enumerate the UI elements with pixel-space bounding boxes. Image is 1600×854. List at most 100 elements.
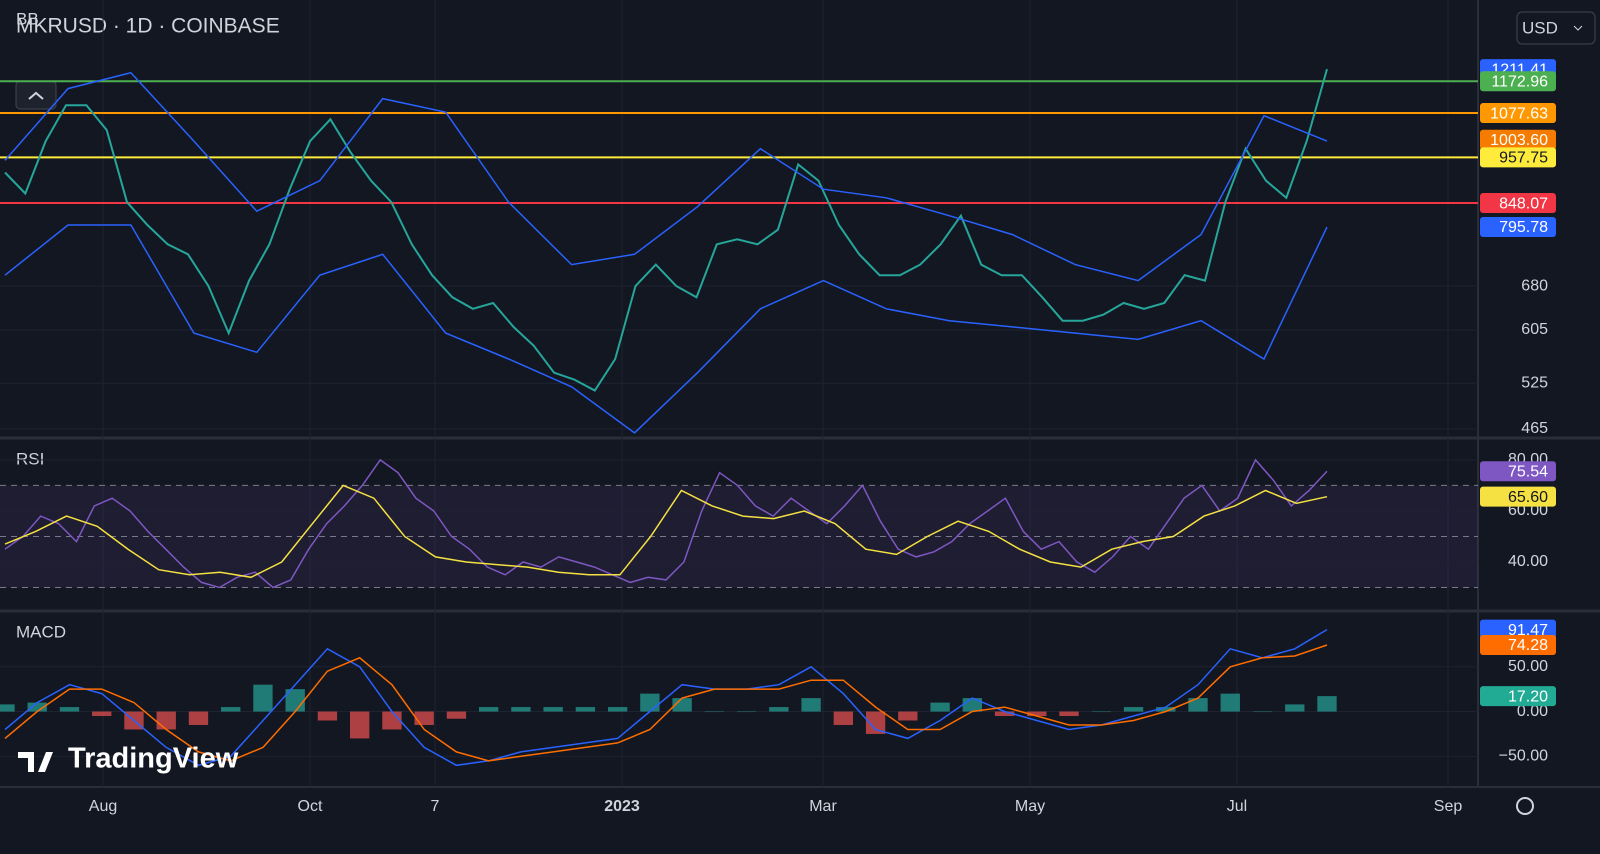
histogram-bar: [930, 702, 950, 712]
histogram-bar: [801, 698, 821, 712]
badge-label: 91.47: [1508, 622, 1548, 639]
histogram-bar: [736, 711, 757, 713]
histogram-bar: [511, 707, 531, 712]
pane-title: RSI: [16, 449, 44, 468]
price-badge: 65.60: [1480, 486, 1556, 507]
histogram-bar: [1156, 707, 1176, 712]
y-tick-label: 605: [1521, 321, 1548, 338]
histogram-bar: [1317, 696, 1337, 712]
y-tick-label: −50.00: [1499, 748, 1548, 765]
badge-box: [1480, 103, 1556, 124]
histogram-bar: [478, 707, 499, 712]
badge-box: [1480, 634, 1556, 655]
x-tick-label: Mar: [809, 798, 837, 815]
series-line: [4, 71, 1328, 282]
x-tick-label: Oct: [298, 798, 323, 815]
series-line: [4, 484, 1328, 579]
y-tick-label: 680: [1521, 277, 1548, 294]
badge-label: 74.28: [1508, 637, 1548, 654]
series-line: [4, 224, 1328, 434]
dropdown-arrow: [1573, 25, 1583, 31]
histogram-bar: [1285, 704, 1305, 712]
histogram-bar: [769, 707, 789, 712]
histogram-bar: [188, 711, 209, 725]
histogram-bar: [382, 711, 402, 730]
histogram-bar: [414, 711, 434, 725]
currency-select[interactable]: [1516, 11, 1596, 45]
pane-title: MACD: [16, 622, 66, 641]
histogram-bar: [59, 707, 80, 712]
collapse-icon: [28, 91, 44, 100]
price-badge: 1003.60: [1480, 129, 1556, 150]
x-tick-label: 7: [431, 798, 440, 815]
histogram-bar: [156, 711, 176, 730]
collapse-button[interactable]: [15, 80, 57, 110]
histogram-bar: [1123, 707, 1144, 712]
price-badge: 75.54: [1480, 461, 1556, 482]
histogram-bar: [1059, 711, 1079, 717]
x-tick-label: Aug: [89, 798, 117, 815]
price-badge: 1172.96: [1480, 71, 1556, 92]
badge-box: [1480, 461, 1556, 482]
x-tick-label: May: [1015, 798, 1045, 815]
currency-label[interactable]: USD: [1522, 18, 1558, 37]
badge-label: 848.07: [1499, 195, 1548, 212]
settings-icon[interactable]: [1516, 797, 1534, 815]
histogram-bar: [0, 704, 15, 712]
histogram-bar: [607, 707, 628, 712]
y-tick-label: 0.00: [1517, 703, 1548, 720]
histogram-bar: [1091, 711, 1111, 713]
y-tick-label: 465: [1521, 420, 1548, 437]
badge-box: [1480, 216, 1556, 237]
badge-label: 795.78: [1499, 219, 1548, 236]
badge-label: 1003.60: [1490, 132, 1548, 149]
histogram-bar: [350, 711, 370, 739]
x-tick-label: Sep: [1434, 798, 1463, 815]
price-badge: 795.78: [1480, 216, 1556, 237]
price-badge: 17.20: [1480, 686, 1556, 707]
logo: TradingView: [18, 743, 239, 775]
price-badge: 957.75: [1480, 147, 1556, 168]
badge-box: [1480, 71, 1556, 92]
x-tick-label: Jul: [1227, 798, 1247, 815]
histogram-bar: [704, 711, 725, 713]
badge-box: [1480, 686, 1556, 707]
chart-title: MKRUSD · 1D · COINBASE: [16, 15, 280, 38]
histogram-bar: [640, 693, 660, 712]
logo-icon: [18, 752, 53, 772]
histogram-bar: [865, 711, 886, 734]
badge-label: 1172.96: [1491, 73, 1548, 90]
histogram-bar: [446, 711, 467, 719]
series-line: [4, 68, 1328, 392]
price-badge: 848.07: [1480, 193, 1556, 214]
logo-text: TradingView: [68, 743, 239, 775]
histogram-bar: [1188, 698, 1208, 712]
badge-label: 1077.63: [1490, 105, 1548, 122]
price-badge: 1077.63: [1480, 103, 1556, 124]
badge-box: [1480, 147, 1556, 168]
histogram-bar: [1027, 711, 1047, 717]
y-tick-label: 40.00: [1508, 553, 1548, 570]
badge-box: [1480, 129, 1556, 150]
badge-label: 65.60: [1508, 489, 1548, 506]
histogram-bar: [898, 711, 918, 721]
histogram-bar: [27, 702, 47, 712]
y-tick-label: 50.00: [1508, 658, 1548, 675]
badge-label: 75.54: [1508, 464, 1548, 481]
histogram-bar: [994, 711, 1015, 717]
pane-title: BB: [16, 9, 39, 28]
y-tick-label: 525: [1521, 374, 1548, 391]
badge-box: [1480, 193, 1556, 214]
histogram-bar: [575, 707, 596, 712]
histogram-bar: [1252, 711, 1273, 713]
histogram-bar: [543, 707, 563, 712]
series-line: [4, 644, 1328, 762]
badge-box: [1480, 619, 1556, 640]
badge-label: 957.75: [1499, 150, 1548, 167]
price-badge: 91.47: [1480, 619, 1556, 640]
histogram-bar: [1220, 693, 1240, 712]
badge-box: [1480, 486, 1556, 507]
histogram-bar: [317, 711, 338, 721]
